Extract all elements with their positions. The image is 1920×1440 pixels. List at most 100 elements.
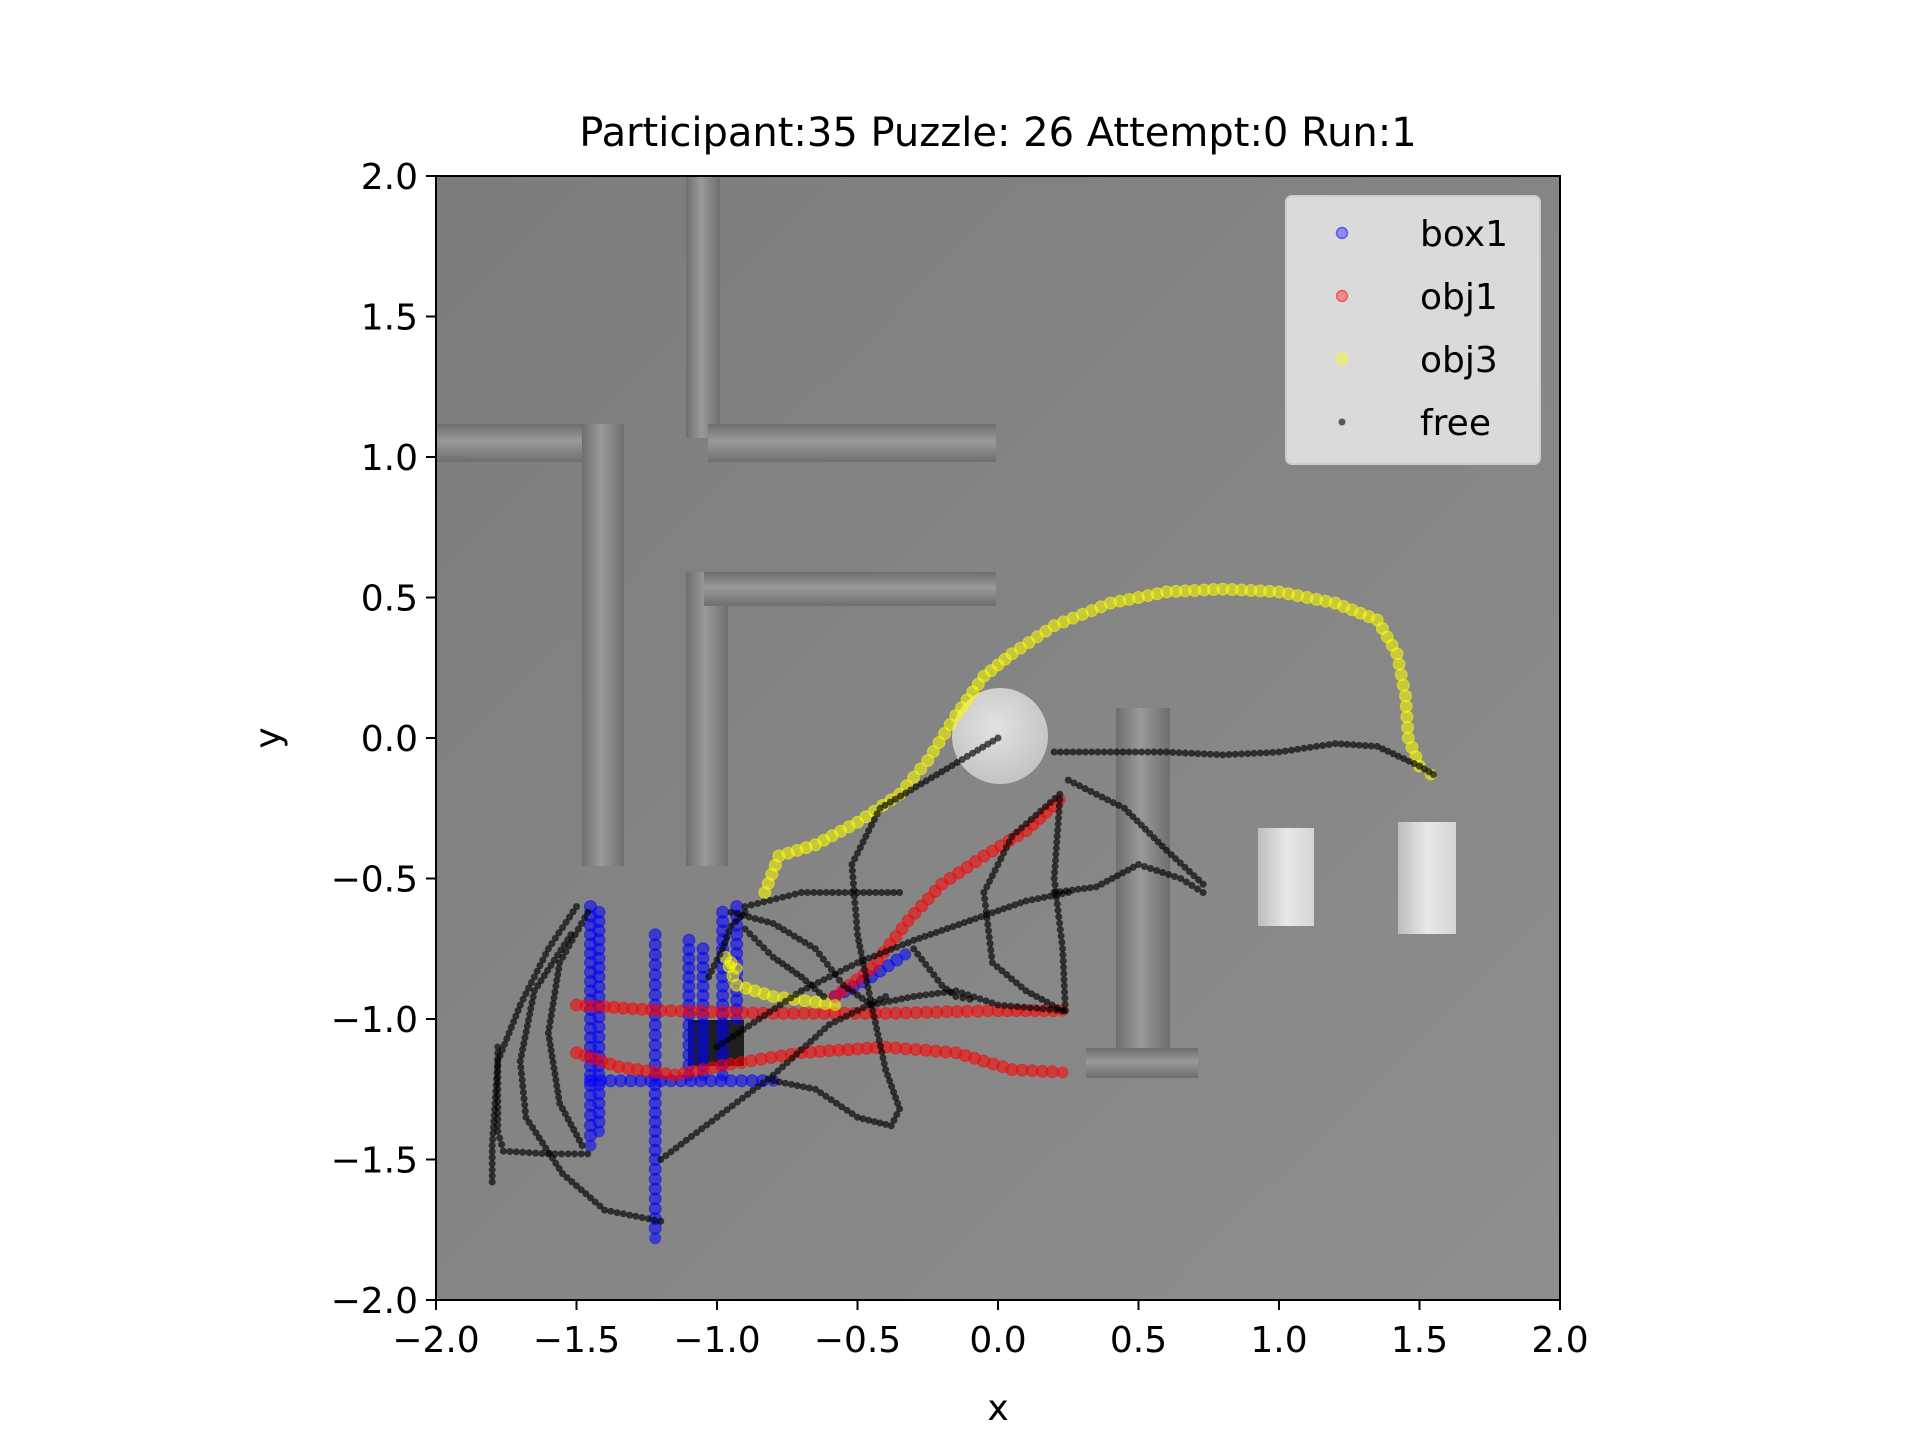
- free-point: [884, 1071, 892, 1079]
- free-point: [494, 1109, 502, 1117]
- free-point: [838, 1103, 846, 1111]
- free-point: [847, 889, 855, 896]
- free-point: [540, 972, 548, 980]
- free-point: [854, 889, 861, 896]
- free-point: [577, 1186, 585, 1194]
- chart-title: Participant:35 Puzzle: 26 Attempt:0 Run:…: [579, 110, 1416, 156]
- free-point: [1185, 868, 1193, 875]
- free-point: [488, 1178, 496, 1186]
- y-tick-label: 2.0: [361, 157, 418, 198]
- free-point: [888, 1082, 896, 1090]
- free-point: [1017, 983, 1025, 991]
- free-point: [1176, 859, 1184, 867]
- wall-segment: [704, 572, 996, 606]
- free-point: [544, 1029, 552, 1037]
- free-point: [551, 1070, 559, 1078]
- free-point: [1124, 866, 1132, 874]
- free-point: [831, 1018, 839, 1026]
- free-point: [1108, 875, 1116, 882]
- free-point: [985, 927, 992, 935]
- free-point: [815, 950, 823, 958]
- free-point: [544, 945, 552, 953]
- free-point: [801, 938, 809, 946]
- free-point: [876, 1119, 884, 1127]
- free-point: [1054, 906, 1062, 914]
- free-point: [1060, 976, 1068, 984]
- free-point: [581, 914, 589, 922]
- free-point: [904, 939, 912, 947]
- free-point: [934, 976, 942, 984]
- free-point: [1026, 1004, 1034, 1012]
- free-point: [564, 936, 572, 944]
- y-tick-label: −1.0: [331, 1000, 418, 1041]
- free-point: [1410, 760, 1418, 768]
- wall-segment: [686, 572, 728, 866]
- free-point: [775, 1078, 783, 1086]
- free-point: [519, 1045, 527, 1053]
- free-point: [829, 889, 836, 896]
- free-point: [856, 844, 864, 852]
- free-point: [982, 901, 989, 909]
- free-point: [754, 900, 762, 907]
- free-point: [522, 1028, 530, 1036]
- free-point: [545, 1035, 553, 1043]
- free-point: [1046, 892, 1054, 900]
- free-point: [943, 985, 950, 993]
- free-point: [677, 1140, 685, 1148]
- free-point: [1119, 869, 1127, 877]
- y-tick-label: −2.0: [331, 1281, 418, 1322]
- free-point: [506, 1148, 514, 1155]
- free-point: [555, 1093, 563, 1101]
- free-point: [1213, 751, 1221, 758]
- free-point: [1182, 878, 1190, 886]
- free-point: [723, 934, 731, 941]
- free-point: [865, 1116, 873, 1124]
- free-point: [805, 1084, 813, 1092]
- free-point: [488, 1148, 496, 1155]
- free-point: [994, 734, 1002, 742]
- free-point: [530, 987, 538, 995]
- free-point: [792, 990, 800, 998]
- x-tick-label: 0.5: [1110, 1320, 1167, 1361]
- legend-marker-box1: [1335, 226, 1349, 240]
- free-point: [1013, 828, 1021, 836]
- free-point: [953, 759, 961, 766]
- free-point: [587, 1194, 594, 1202]
- free-point: [811, 1033, 819, 1041]
- free-point: [793, 1082, 801, 1090]
- free-point: [584, 908, 592, 916]
- free-point: [1106, 748, 1114, 756]
- free-point: [718, 1040, 726, 1048]
- free-point: [525, 984, 533, 992]
- free-point: [745, 1022, 753, 1030]
- free-point: [1018, 824, 1026, 832]
- free-point: [556, 959, 564, 967]
- free-point: [522, 990, 530, 998]
- free-point: [550, 1064, 558, 1072]
- free-point: [1054, 826, 1062, 834]
- free-point: [713, 1113, 721, 1121]
- free-point: [887, 945, 895, 953]
- free-point: [1053, 832, 1061, 840]
- free-point: [843, 1106, 851, 1114]
- free-point: [853, 924, 861, 932]
- free-point: [562, 918, 570, 926]
- free-point: [1053, 838, 1061, 846]
- free-point: [1056, 926, 1064, 934]
- free-point: [1086, 884, 1094, 892]
- free-point: [1141, 863, 1148, 870]
- free-point: [861, 966, 868, 974]
- free-point: [979, 743, 987, 751]
- free-point: [489, 1135, 497, 1143]
- free-point: [559, 1170, 566, 1177]
- free-point: [570, 1126, 578, 1134]
- free-point: [914, 950, 922, 958]
- free-point: [1075, 748, 1083, 756]
- free-point: [997, 855, 1005, 863]
- free-point: [897, 792, 905, 800]
- free-point: [626, 1211, 634, 1219]
- free-point: [1172, 855, 1180, 863]
- free-point: [544, 967, 552, 974]
- free-point: [810, 889, 818, 896]
